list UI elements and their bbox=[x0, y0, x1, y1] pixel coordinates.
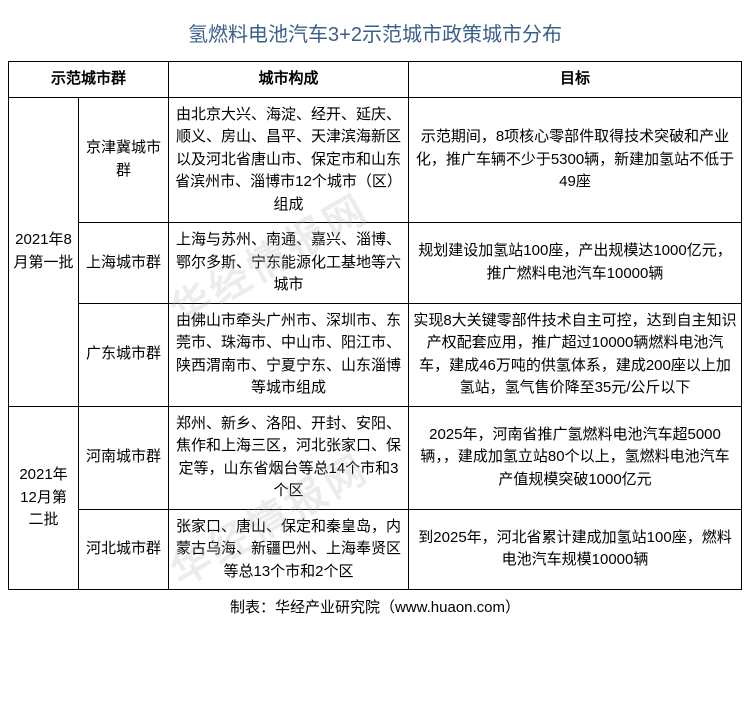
target-cell: 到2025年，河北省累计建成加氢站100座，燃料电池汽车规模10000辆 bbox=[409, 509, 742, 590]
table-row: 上海城市群 上海与苏州、南通、嘉兴、淄博、鄂尔多斯、宁东能源化工基地等六城市 规… bbox=[9, 223, 742, 304]
target-cell: 示范期间，8项核心零部件取得技术突破和产业化，推广车辆不少于5300辆，新建加氢… bbox=[409, 97, 742, 223]
group-cell: 广东城市群 bbox=[79, 303, 169, 406]
target-cell: 实现8大关键零部件技术自主可控，达到自主知识产权配套应用，推广超过10000辆燃… bbox=[409, 303, 742, 406]
table-row: 2021年8月第一批 京津冀城市群 由北京大兴、海淀、经开、延庆、顺义、房山、昌… bbox=[9, 97, 742, 223]
group-cell: 河南城市群 bbox=[79, 406, 169, 509]
table-container: 华经情报网 华经情报网 氢燃料电池汽车3+2示范城市政策城市分布 示范城市群 城… bbox=[8, 8, 742, 617]
composition-cell: 张家口、唐山、保定和秦皇岛，内蒙古乌海、新疆巴州、上海奉贤区等总13个市和2个区 bbox=[169, 509, 409, 590]
composition-cell: 由北京大兴、海淀、经开、延庆、顺义、房山、昌平、天津滨海新区以及河北省唐山市、保… bbox=[169, 97, 409, 223]
footer-credit: 制表：华经产业研究院（www.huaon.com） bbox=[8, 590, 742, 617]
header-group: 示范城市群 bbox=[9, 62, 169, 98]
page-title: 氢燃料电池汽车3+2示范城市政策城市分布 bbox=[8, 8, 742, 61]
group-cell: 上海城市群 bbox=[79, 223, 169, 304]
group-cell: 河北城市群 bbox=[79, 509, 169, 590]
table-row: 河北城市群 张家口、唐山、保定和秦皇岛，内蒙古乌海、新疆巴州、上海奉贤区等总13… bbox=[9, 509, 742, 590]
table-row: 2021年12月第二批 河南城市群 郑州、新乡、洛阳、开封、安阳、焦作和上海三区… bbox=[9, 406, 742, 509]
header-target: 目标 bbox=[409, 62, 742, 98]
header-row: 示范城市群 城市构成 目标 bbox=[9, 62, 742, 98]
policy-table: 示范城市群 城市构成 目标 2021年8月第一批 京津冀城市群 由北京大兴、海淀… bbox=[8, 61, 742, 590]
group-cell: 京津冀城市群 bbox=[79, 97, 169, 223]
header-composition: 城市构成 bbox=[169, 62, 409, 98]
batch-cell: 2021年8月第一批 bbox=[9, 97, 79, 406]
batch-cell: 2021年12月第二批 bbox=[9, 406, 79, 590]
composition-cell: 郑州、新乡、洛阳、开封、安阳、焦作和上海三区，河北张家口、保定等，山东省烟台等总… bbox=[169, 406, 409, 509]
table-row: 广东城市群 由佛山市牵头广州市、深圳市、东莞市、珠海市、中山市、阳江市、陕西渭南… bbox=[9, 303, 742, 406]
composition-cell: 由佛山市牵头广州市、深圳市、东莞市、珠海市、中山市、阳江市、陕西渭南市、宁夏宁东… bbox=[169, 303, 409, 406]
target-cell: 规划建设加氢站100座，产出规模达1000亿元，推广燃料电池汽车10000辆 bbox=[409, 223, 742, 304]
composition-cell: 上海与苏州、南通、嘉兴、淄博、鄂尔多斯、宁东能源化工基地等六城市 bbox=[169, 223, 409, 304]
target-cell: 2025年，河南省推广氢燃料电池汽车超5000辆，，建成加氢立站80个以上，氢燃… bbox=[409, 406, 742, 509]
